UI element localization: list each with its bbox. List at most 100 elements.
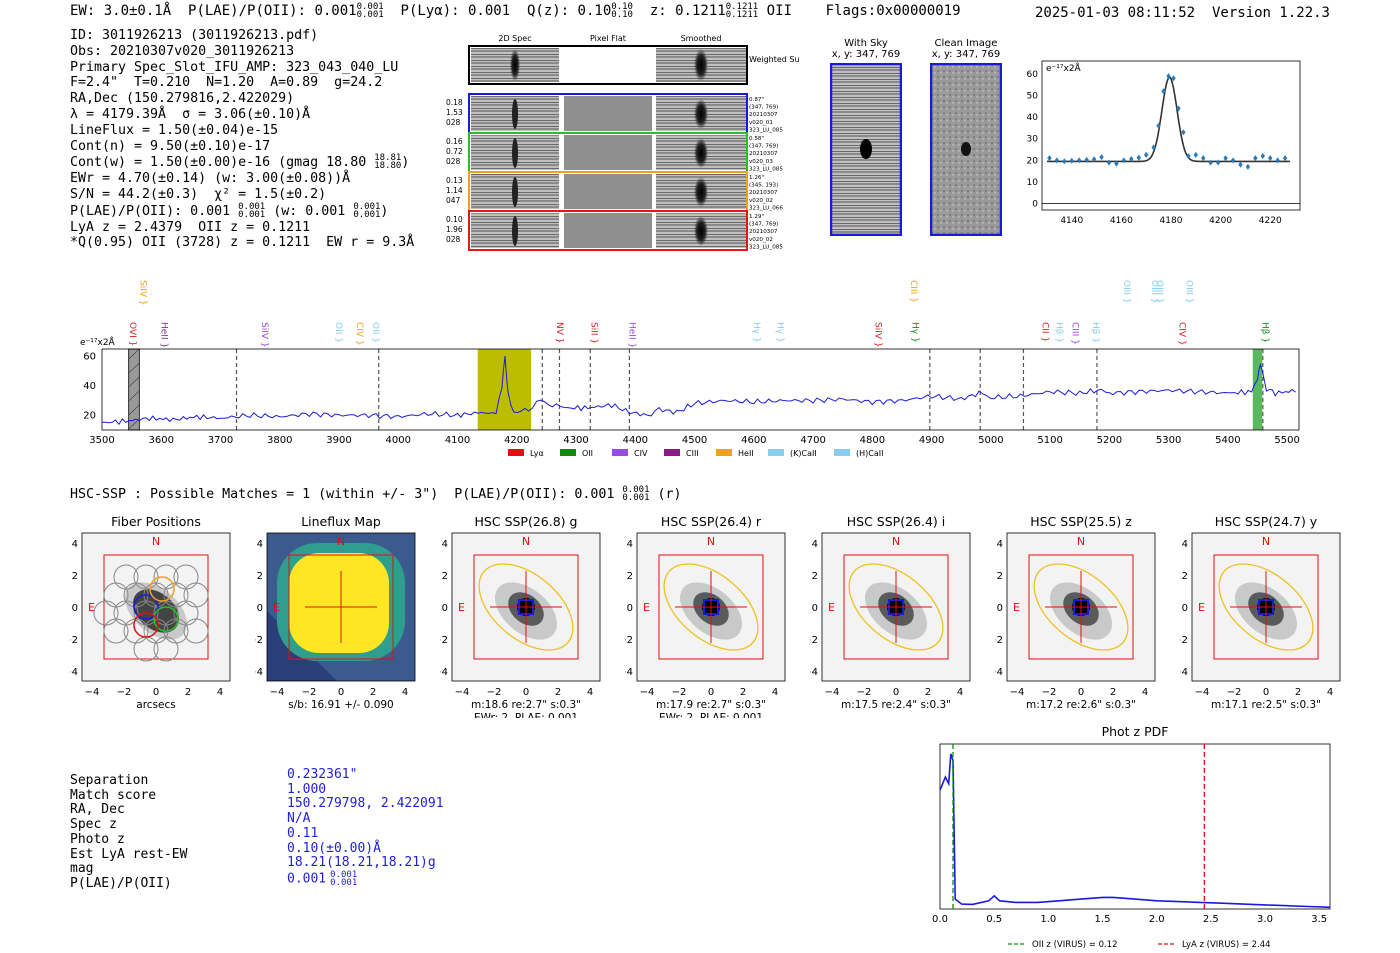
cutout-row-meta: 1.26" <box>749 175 764 181</box>
photz-xtick: 3.5 <box>1311 914 1327 925</box>
fiber-circle <box>153 636 179 662</box>
spectrum-line-label: HeII } <box>626 322 636 348</box>
cutout-row-num: 1.53 <box>446 108 463 117</box>
hsc-thumb-frame <box>1006 532 1156 682</box>
thumb-caption: m:17.9 re:2.7" s:0.3" <box>656 699 766 711</box>
spectrum-line-label: OIII } <box>1121 280 1131 304</box>
spectrum-line-label: Hγ } <box>775 322 785 343</box>
cutout-row-meta: 20210307 <box>749 190 778 196</box>
header-z-sub: 0.1211 <box>725 10 759 20</box>
spectrum-hatch <box>128 362 140 374</box>
spectrum-legend-swatch <box>768 449 784 456</box>
detection-info: ID: 3011926213 (3011926213.pdf) Obs: 202… <box>70 28 414 251</box>
photz-xtick: 3.0 <box>1257 914 1273 925</box>
hsc-thumb-title: HSC SSP(24.7) y <box>1215 514 1318 529</box>
spectrum-line-label: SiIV } <box>872 322 882 348</box>
spectrum-legend-swatch <box>508 449 524 456</box>
spectrum-unit: e⁻¹⁷x2Å <box>80 336 116 348</box>
thumb-xtick: −2 <box>302 687 317 698</box>
line-fit-point <box>1062 158 1067 165</box>
spectrum-xtick: 4500 <box>682 435 707 446</box>
photz-xtick: 1.0 <box>1040 914 1056 925</box>
spectrum-xtick: 4000 <box>386 435 411 446</box>
thumb-xtick: 0 <box>1263 687 1269 698</box>
cutout-row-meta: v020_02 <box>749 237 773 243</box>
east-label: E <box>273 601 280 614</box>
spectrum-line-label: SiIV } <box>138 280 148 306</box>
thumb-ytick: 2 <box>997 571 1003 582</box>
spectrum-hatch <box>128 390 140 402</box>
photz-xtick: 1.5 <box>1095 914 1111 925</box>
info-lineflux: LineFlux = 1.50(±0.04)e-15 <box>70 122 279 138</box>
info-primary: Primary Spec_Slot_IFU_AMP: 323_043_040_L… <box>70 59 399 75</box>
spectrum-line-label: OII } <box>370 322 380 343</box>
cutout-row-meta: 20210307 <box>749 112 778 118</box>
info-plae-sub: 0.001 <box>238 209 266 220</box>
spectrum-xtick: 4900 <box>919 435 944 446</box>
hsc-thumb-plot: Lineflux Map N E 4 2 0 −2 −4 −4 −2 0 2 4 s/b: 16.91 +… <box>248 514 416 711</box>
cutout-row-meta: 0.58" <box>749 136 764 142</box>
line-fit-ytick: 0 <box>1032 200 1038 210</box>
header-z-sup: 0.1211 <box>725 2 759 12</box>
match-value: 0.001 0.001 0.001 <box>287 870 444 887</box>
full-spectrum-chart: 20 40 60 3500 3600 3700 3800 3900 4000 4100 4200 43… <box>80 280 1300 458</box>
thumb-xtick: −2 <box>1042 687 1057 698</box>
cutout-smooth-blob <box>694 99 708 129</box>
line-fit-xtick: 4140 <box>1060 216 1083 226</box>
thumb-ytick: −4 <box>255 667 263 678</box>
photz-title: Phot z PDF <box>1102 724 1169 739</box>
cutout-flat <box>564 213 652 248</box>
clean-image-title: Clean Image <box>934 38 998 49</box>
galaxy-ellipse <box>1218 563 1314 651</box>
cutout-row-num: 0.16 <box>446 137 463 146</box>
spectrum-ytick: 40 <box>83 381 96 392</box>
info-lya: LyA z = 2.4379 OII z = 0.1211 <box>70 219 311 235</box>
match-value: N/A <box>287 811 444 827</box>
hsc-thumb-frame <box>266 532 416 682</box>
line-fit-point <box>1230 157 1236 164</box>
cutout-row-num: 0.10 <box>446 215 463 224</box>
aperture-box <box>1213 554 1319 660</box>
hsc-thumb-title: HSC SSP(26.8) g <box>475 514 578 529</box>
thumb-caption2: EWr: 2, PLAE: 0.001 <box>659 712 763 718</box>
info-plae-text: P(LAE)/P(OII): 0.001 <box>70 203 231 219</box>
spectrum-band <box>1252 349 1263 430</box>
cutout-flat <box>564 135 652 170</box>
header-datetime: 2025-01-03 08:11:52 <box>1034 5 1196 21</box>
thumb-caption: m:18.6 re:2.7" s:0.3" <box>471 699 581 711</box>
thumb-ytick: 0 <box>812 603 818 614</box>
match-value-text: 18.21(18.21,18.21)g <box>287 855 436 871</box>
spectrum-legend-swatch <box>560 449 576 456</box>
cutout-2d-blob <box>512 138 518 168</box>
info-q95: *Q(0.95) OII (3728) z = 0.1211 EW r = 9.… <box>70 235 415 251</box>
info-ewr: EWr = 4.70(±0.14) (w: 3.00(±0.08))Å <box>70 171 351 187</box>
cutout-col-flat: Pixel Flat <box>590 34 626 43</box>
thumb-xtick: 0 <box>708 687 714 698</box>
hsc-thumb: HSC SSP(25.5) z N E 4 2 0 −2 −4 −4 −2 0 2 4 m:17.2 re… <box>988 513 1165 722</box>
photz-line <box>939 753 1331 909</box>
spectrum-xtick: 3800 <box>267 435 292 446</box>
thumb-ytick: −2 <box>70 635 78 646</box>
info-contw-text: Cont(w) = 1.50(±0.00)e-16 (gmag 18.80 <box>70 155 367 171</box>
thumb-xtick: 2 <box>1110 687 1116 698</box>
spectrum-line-label: OVI } <box>127 322 137 346</box>
line-fit-point <box>1238 161 1243 168</box>
hsc-header-sub: 0.001 <box>622 493 650 503</box>
hsc-thumb-frame <box>451 532 601 682</box>
thumb-ytick: 2 <box>257 571 263 582</box>
thumb-xtick: −4 <box>1010 687 1025 698</box>
east-label: E <box>1013 601 1020 614</box>
match-value-text: 150.279798, 2.422091 <box>287 796 444 812</box>
photz-pdf-chart: Phot z PDF 0.0 0.5 1.0 1.5 2.0 2.5 3.0 3.5 OII z … <box>932 724 1331 950</box>
spectrum-xtick: 3900 <box>326 435 351 446</box>
match-label: Match score <box>70 787 157 803</box>
info-plae-w-sup: 0.001 <box>353 201 381 212</box>
thumb-ytick: −2 <box>255 635 263 646</box>
photz-xtick: 2.0 <box>1149 914 1165 925</box>
match-value: 0.232361" <box>287 767 444 783</box>
aperture-box <box>843 554 949 660</box>
line-fit-point <box>1223 155 1228 162</box>
thumb-xtick: 0 <box>893 687 899 698</box>
spectrum-line-label: CIV } <box>1176 322 1186 346</box>
line-fit-ytick: 20 <box>1027 156 1039 166</box>
